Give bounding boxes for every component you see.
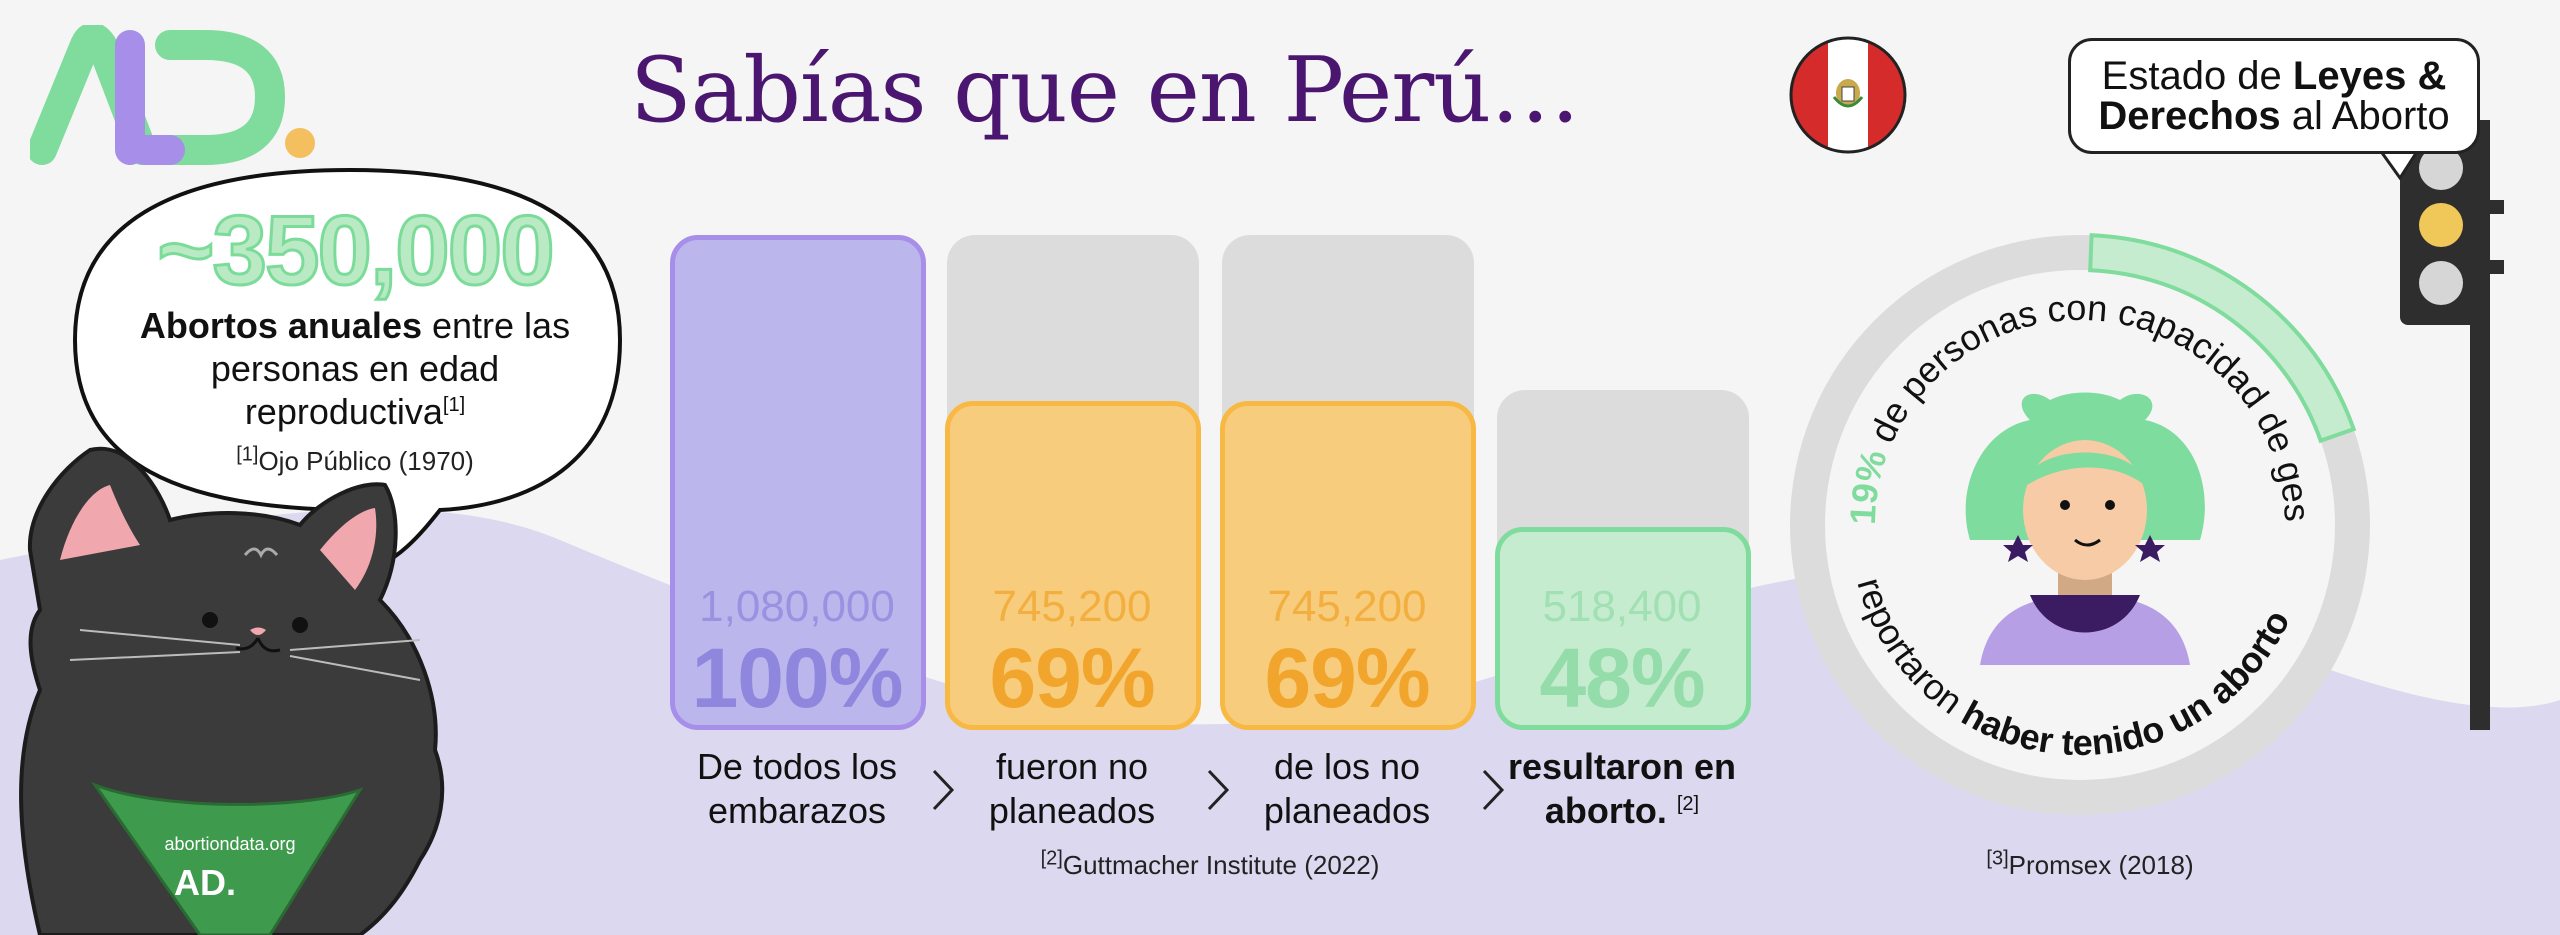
speech-source: [1]Ojo Público (1970) <box>110 443 600 477</box>
law-bubble-line1-bold: Leyes & <box>2292 54 2447 98</box>
bar-number: 1,080,000 <box>699 582 895 631</box>
chevron-right-icon <box>1207 769 1230 811</box>
bar-label: de los no planeados <box>1263 746 1431 831</box>
peru-flag-icon <box>1789 36 1907 154</box>
traffic-light-icon <box>2390 120 2504 730</box>
law-bubble-line2-bold: Derechos <box>2098 94 2281 138</box>
speech-source-ref: [1] <box>236 443 259 466</box>
laws-status-bubble[interactable]: Estado de Leyes & Derechos al Aborto <box>2068 38 2480 154</box>
bar-label-ref: [2] <box>1676 793 1700 815</box>
bar <box>1495 527 1751 730</box>
law-bubble-line2-normal: al Aborto <box>2280 94 2450 138</box>
bar-number: 745,200 <box>1267 582 1427 631</box>
bar-label: fueron no planeados <box>988 746 1156 831</box>
bar-label: resultaron en aborto. [2] <box>1492 745 1752 833</box>
chevron-right-icon <box>1482 769 1505 811</box>
law-bubble-line1-normal: Estado de <box>2101 54 2293 98</box>
guttmacher-source: [2]Guttmacher Institute (2022) <box>1000 847 1420 881</box>
bar <box>670 235 926 730</box>
person-illustration-icon <box>1965 392 2205 665</box>
speech-bold: Abortos anuales <box>139 305 422 346</box>
speech-source-text: Ojo Público (1970) <box>258 446 474 476</box>
promsex-text: Promsex (2018) <box>2008 850 2194 880</box>
bar-number: 518,400 <box>1542 582 1702 631</box>
ring-progress-arc <box>2088 233 2357 444</box>
guttmacher-text: Guttmacher Institute (2022) <box>1062 850 1380 880</box>
bar-label-bold: resultaron en aborto. <box>1507 746 1737 831</box>
bar-label: De todos los embarazos <box>696 746 898 831</box>
bar-percent: 48% <box>1539 631 1705 725</box>
bar <box>1220 401 1476 730</box>
cat-mascot-icon: abortiondata.org AD. <box>19 446 445 935</box>
chevron-right-icon <box>932 769 955 811</box>
bubble-tail <box>2380 150 2420 180</box>
bandana-logo: AD. <box>174 862 236 903</box>
promsex-ref: [3] <box>1986 847 2009 870</box>
bandana-text: abortiondata.org <box>164 834 295 854</box>
ad-logo <box>30 25 315 165</box>
abortions-description: Abortos anuales entre las personas en ed… <box>110 304 600 433</box>
bar-percent: 100% <box>691 631 904 725</box>
speech-ref: [1] <box>442 394 466 416</box>
bar-percent: 69% <box>989 631 1155 725</box>
bar <box>945 401 1201 730</box>
bar-number: 745,200 <box>992 582 1152 631</box>
bar-percent: 69% <box>1264 631 1430 725</box>
guttmacher-ref: [2] <box>1040 847 1063 870</box>
page-title: Sabías que en Perú… <box>630 38 1580 143</box>
abortions-count: ~350,000 <box>156 195 556 305</box>
promsex-source: [3]Promsex (2018) <box>1960 847 2220 881</box>
speech-rest: entre las personas en edad reproductiva <box>210 305 571 432</box>
